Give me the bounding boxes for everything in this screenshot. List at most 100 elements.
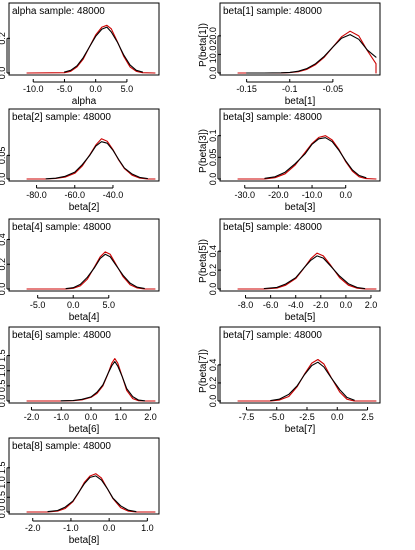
x-tick-label: 0.0 xyxy=(103,523,116,533)
x-axis-title: beta[3] xyxy=(285,202,316,213)
x-axis-title: beta[1] xyxy=(285,96,316,107)
y-tick-label: 1.5 xyxy=(0,349,7,362)
x-tick-label: -4.0 xyxy=(288,300,304,310)
density-panel: beta[3] sample: 48000 -30.0 -20.0 -10.0 0.0 b… xyxy=(198,108,381,213)
panel-title: beta[2] sample: 48000 xyxy=(12,112,111,123)
y-tick-label: 0.4 xyxy=(208,245,218,258)
y-tick-label: 0.0 xyxy=(0,283,7,296)
y-tick-label: 1.0 xyxy=(0,476,7,489)
x-axis-title: beta[4] xyxy=(69,312,100,323)
y-tick-label: 0.0 xyxy=(0,173,7,186)
y-axis-title: P(beta[7]) xyxy=(198,349,209,393)
y-axis-title: P(beta[5]) xyxy=(198,239,209,283)
panel-title: beta[1] sample: 48000 xyxy=(223,6,322,17)
y-tick-label: 0.2 xyxy=(208,264,218,277)
panel-title: beta[6] sample: 48000 xyxy=(12,330,111,341)
density-curve-smoothed xyxy=(264,137,367,179)
density-panel: beta[6] sample: 48000 -2.0 -1.0 0.0 1.0 2.0 be… xyxy=(0,326,160,435)
density-panel: beta[2] sample: 48000 -80.0 -60.0 -40.0beta… xyxy=(0,108,160,213)
density-curve-raw xyxy=(26,251,156,290)
density-curve-smoothed xyxy=(60,361,146,402)
panel-frame xyxy=(219,2,381,76)
y-axis-title: P(beta[3]) xyxy=(198,129,209,173)
x-tick-label: 2.0 xyxy=(144,412,157,422)
y-tick-label: 0.05 xyxy=(208,149,218,167)
panel-frame xyxy=(8,437,160,515)
x-axis-title: beta[6] xyxy=(69,424,100,435)
x-tick-label: 2.0 xyxy=(365,300,378,310)
density-curve-smoothed xyxy=(47,475,137,513)
density-curve-smoothed xyxy=(270,361,355,402)
y-tick-label: 0.2 xyxy=(0,32,7,45)
x-tick-label: -2.5 xyxy=(299,412,315,422)
y-tick-label: 0.0 xyxy=(0,506,7,519)
y-tick-label: 0.0 xyxy=(208,67,218,80)
x-tick-label: -1.0 xyxy=(63,523,79,533)
x-axis-title: beta[2] xyxy=(69,202,100,213)
x-tick-label: -80.0 xyxy=(26,190,47,200)
density-curve-raw xyxy=(26,138,156,180)
x-tick-label: -0.1 xyxy=(282,84,298,94)
density-panel: beta[1] sample: 48000 -0.15 -0.1 -0.05 beta[… xyxy=(198,2,381,107)
x-tick-label: 1.0 xyxy=(115,412,128,422)
density-curve-raw xyxy=(237,135,377,180)
x-tick-label: -0.15 xyxy=(236,84,257,94)
density-curve-smoothed xyxy=(263,255,366,290)
y-tick-label: 0.05 xyxy=(0,147,7,165)
y-tick-label: 1.0 xyxy=(0,364,7,377)
x-axis-title: beta[8] xyxy=(69,535,100,546)
density-curve-smoothed xyxy=(65,253,145,290)
density-panel: beta[8] sample: 48000 -2.0 -1.0 0.0 1.0 beta[… xyxy=(0,437,160,546)
density-curve-smoothed xyxy=(246,34,377,74)
x-tick-label: -5.0 xyxy=(57,84,73,94)
x-axis-title: beta[5] xyxy=(285,312,316,323)
y-tick-label: 0.0 xyxy=(208,283,218,296)
x-axis-title: alpha xyxy=(72,96,97,107)
panel-frame xyxy=(219,218,381,292)
panel-frame xyxy=(8,108,160,182)
x-tick-label: -10.0 xyxy=(23,84,44,94)
x-tick-label: -0.05 xyxy=(323,84,344,94)
panel-frame xyxy=(8,2,160,76)
panel-title: beta[5] sample: 48000 xyxy=(223,222,322,233)
y-axis-title: P(beta[1]) xyxy=(198,23,209,67)
x-tick-label: 0.0 xyxy=(89,84,102,94)
x-tick-label: -2.0 xyxy=(25,523,41,533)
x-tick-label: 0.0 xyxy=(340,300,353,310)
x-tick-label: 0.0 xyxy=(67,300,80,310)
y-tick-label: 0.0 xyxy=(0,67,7,80)
panel-frame xyxy=(219,108,381,182)
y-tick-label: 0.4 xyxy=(0,233,7,246)
density-panel: alpha sample: 48000 -10.0 -5.0 0.0 5.0 alpha 0… xyxy=(0,2,160,107)
panel-title: beta[8] sample: 48000 xyxy=(12,441,111,452)
y-tick-label: 0.0 xyxy=(208,395,218,408)
y-tick-label: 1.5 xyxy=(0,462,7,475)
y-tick-label: 0.2 xyxy=(0,258,7,271)
x-tick-label: -60.0 xyxy=(65,190,86,200)
x-tick-label: -5.0 xyxy=(30,300,46,310)
x-tick-label: -6.0 xyxy=(263,300,279,310)
x-tick-label: 5.0 xyxy=(103,300,116,310)
panel-title: alpha sample: 48000 xyxy=(12,6,105,17)
panel-title: beta[3] sample: 48000 xyxy=(223,112,322,123)
x-tick-label: 5.0 xyxy=(121,84,134,94)
y-tick-label: 0.0 xyxy=(0,395,7,408)
y-tick-label: 0.5 xyxy=(0,380,7,393)
y-tick-label: 20.0 xyxy=(208,27,218,45)
density-curve-raw xyxy=(237,358,377,402)
panel-title: beta[4] sample: 48000 xyxy=(12,222,111,233)
density-panel: beta[7] sample: 48000 -7.5 -5.0 -2.5 0.0 2.5 b… xyxy=(198,326,381,435)
x-tick-label: 2.5 xyxy=(361,412,374,422)
x-tick-label: -8.0 xyxy=(238,300,254,310)
x-tick-label: 0.0 xyxy=(331,412,344,422)
x-tick-label: -2.0 xyxy=(24,412,40,422)
x-tick-label: 0.0 xyxy=(339,190,352,200)
y-tick-label: 0.2 xyxy=(208,377,218,390)
x-tick-label: -20.0 xyxy=(268,190,289,200)
panel-frame xyxy=(8,218,160,292)
x-axis-title: beta[7] xyxy=(285,424,316,435)
y-tick-label: 0.0 xyxy=(208,173,218,186)
density-panel: beta[5] sample: 48000 -8.0 -6.0 -4.0 -2.0 0.0… xyxy=(198,218,381,323)
x-tick-label: 1.0 xyxy=(141,523,154,533)
